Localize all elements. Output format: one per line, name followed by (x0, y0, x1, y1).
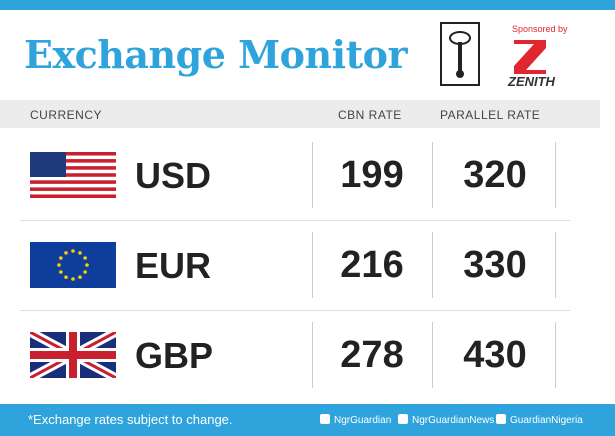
divider (555, 322, 556, 388)
flag (30, 332, 116, 378)
social-link[interactable]: NgrGuardian (320, 414, 391, 426)
footer-bar (0, 404, 615, 436)
social-link[interactable]: GuardianNigeria (496, 414, 583, 426)
divider (555, 232, 556, 298)
column-header: CBN RATE (338, 108, 402, 122)
currency-code: USD (135, 155, 212, 196)
zenith-logo (514, 40, 546, 74)
currency-code: EUR (135, 245, 212, 286)
parallel-rate: 320 (463, 154, 527, 196)
divider (432, 232, 433, 298)
divider (555, 142, 556, 208)
row-separator (20, 220, 570, 221)
cbn-rate: 278 (340, 334, 404, 376)
footer-note: *Exchange rates subject to change. (28, 412, 233, 427)
social-link[interactable]: NgrGuardianNews (398, 414, 494, 426)
parallel-rate: 430 (463, 334, 527, 376)
top-bar (0, 0, 615, 10)
cbn-rate: 199 (340, 154, 404, 196)
title: Exchange Monitor (24, 32, 408, 77)
social-name: NgrGuardianNews (412, 415, 495, 426)
currency-code: GBP (135, 335, 214, 376)
row-separator (20, 310, 570, 311)
sponsor-label: Sponsored by (512, 24, 568, 34)
divider (312, 232, 313, 298)
column-header: PARALLEL RATE (440, 108, 541, 122)
divider (432, 322, 433, 388)
divider (312, 142, 313, 208)
cbn-rate: 216 (340, 244, 404, 286)
guardian-logo (440, 22, 480, 86)
parallel-rate: 330 (463, 244, 527, 286)
social-name: NgrGuardian (334, 415, 392, 426)
divider (432, 142, 433, 208)
divider (312, 322, 313, 388)
flag (30, 242, 116, 288)
social-name: GuardianNigeria (510, 415, 583, 426)
sponsor-name: ZENITH (508, 74, 555, 89)
column-header: CURRENCY (30, 108, 103, 122)
flag (30, 152, 116, 198)
header-row (0, 100, 600, 128)
